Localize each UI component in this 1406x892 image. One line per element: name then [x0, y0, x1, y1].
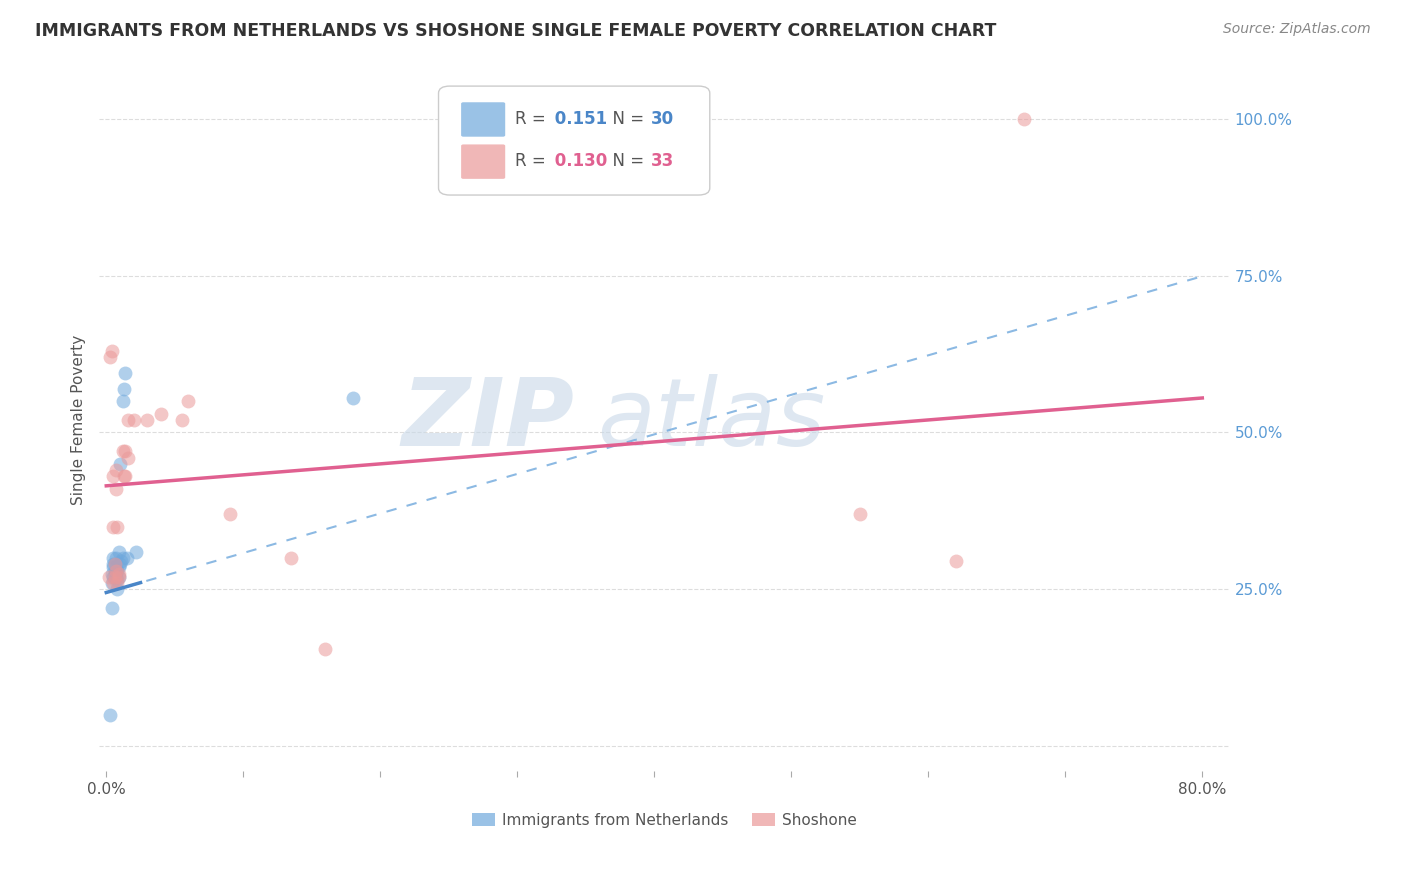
Point — [104, 463, 127, 477]
Point — [104, 551, 127, 566]
Point — [104, 482, 127, 496]
Point — [111, 394, 134, 409]
Text: atlas: atlas — [596, 375, 825, 466]
Point — [111, 551, 134, 566]
Point — [108, 457, 131, 471]
Point — [280, 551, 302, 566]
Point — [117, 413, 139, 427]
Point — [945, 554, 967, 568]
Legend: Immigrants from Netherlands, Shoshone: Immigrants from Netherlands, Shoshone — [465, 806, 863, 834]
Point — [105, 519, 128, 533]
Point — [115, 551, 138, 566]
Point — [117, 450, 139, 465]
Text: N =: N = — [602, 153, 650, 170]
Point — [103, 558, 125, 572]
Point — [105, 582, 128, 597]
Point — [101, 560, 124, 574]
Point — [112, 382, 135, 396]
Point — [114, 366, 136, 380]
Text: ZIP: ZIP — [401, 374, 574, 466]
Point — [103, 570, 125, 584]
Point — [125, 545, 148, 559]
Point — [112, 469, 135, 483]
Point — [342, 391, 364, 405]
Point — [105, 573, 128, 587]
Point — [104, 564, 127, 578]
Text: IMMIGRANTS FROM NETHERLANDS VS SHOSHONE SINGLE FEMALE POVERTY CORRELATION CHART: IMMIGRANTS FROM NETHERLANDS VS SHOSHONE … — [35, 22, 997, 40]
Point — [100, 601, 122, 615]
Point — [122, 413, 145, 427]
Point — [104, 564, 127, 578]
Point — [107, 566, 129, 581]
Point — [104, 570, 127, 584]
Point — [1012, 112, 1035, 126]
Point — [170, 413, 193, 427]
Point — [437, 112, 460, 126]
Text: R =: R = — [516, 110, 551, 128]
Point — [110, 554, 132, 568]
Point — [100, 350, 122, 364]
Point — [100, 576, 122, 591]
Point — [101, 558, 124, 572]
Text: 0.151: 0.151 — [550, 110, 607, 128]
Point — [100, 707, 122, 722]
Point — [114, 444, 136, 458]
Text: Source: ZipAtlas.com: Source: ZipAtlas.com — [1223, 22, 1371, 37]
FancyBboxPatch shape — [461, 103, 505, 136]
Point — [100, 343, 122, 358]
Text: 33: 33 — [651, 153, 675, 170]
Point — [849, 507, 872, 521]
Point — [101, 570, 124, 584]
Point — [150, 407, 173, 421]
Point — [104, 560, 127, 574]
Point — [177, 394, 200, 409]
Point — [103, 558, 125, 572]
Point — [101, 576, 124, 591]
Point — [108, 558, 131, 572]
Point — [100, 566, 122, 581]
Point — [107, 570, 129, 584]
Point — [101, 519, 124, 533]
Point — [136, 413, 159, 427]
Point — [107, 560, 129, 574]
Text: N =: N = — [602, 110, 650, 128]
Point — [101, 551, 124, 566]
FancyBboxPatch shape — [439, 87, 710, 195]
Point — [105, 576, 128, 591]
Text: 0.130: 0.130 — [550, 153, 607, 170]
Point — [218, 507, 240, 521]
Point — [103, 566, 125, 581]
Y-axis label: Single Female Poverty: Single Female Poverty — [72, 334, 86, 505]
Point — [107, 570, 129, 584]
FancyBboxPatch shape — [461, 145, 505, 179]
Point — [105, 564, 128, 578]
Text: R =: R = — [516, 153, 551, 170]
Point — [101, 469, 124, 483]
Point — [111, 444, 134, 458]
Point — [315, 642, 337, 657]
Point — [107, 545, 129, 559]
Text: 30: 30 — [651, 110, 673, 128]
Point — [114, 469, 136, 483]
Point — [98, 570, 121, 584]
